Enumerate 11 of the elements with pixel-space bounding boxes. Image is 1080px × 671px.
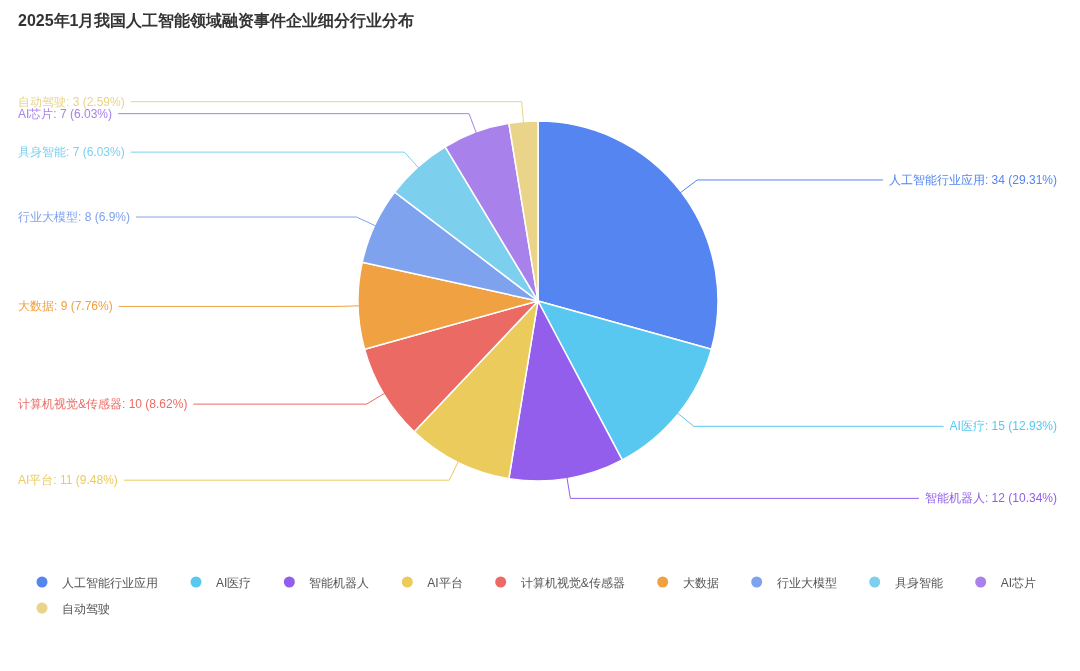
title: 2025年1月我国人工智能领域融资事件企业细分行业分布	[18, 12, 415, 29]
legend-label: 大数据	[682, 575, 719, 590]
legend-label: 自动驾驶	[62, 601, 110, 616]
legend-label: 人工智能行业应用	[62, 575, 158, 590]
legend-label: AI医疗	[216, 575, 252, 590]
legend-label: 行业大模型	[776, 575, 837, 590]
legend-label: AI芯片	[1000, 575, 1037, 590]
legend-label: AI平台	[427, 575, 463, 590]
legend-label: 计算机视觉&传感器	[520, 575, 625, 590]
legend-label: 智能机器人	[309, 575, 370, 590]
legend-label: 具身智能	[894, 575, 943, 590]
